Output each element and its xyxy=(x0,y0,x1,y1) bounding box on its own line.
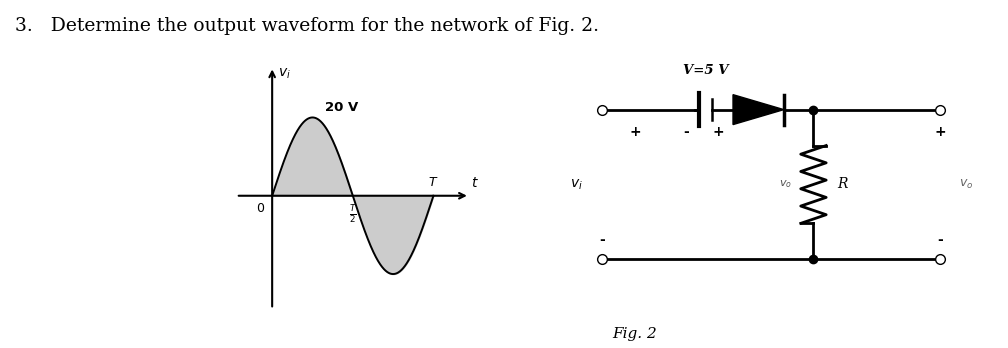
Text: $v_i$: $v_i$ xyxy=(278,66,290,81)
Text: -: - xyxy=(683,125,689,139)
Text: V=5 V: V=5 V xyxy=(682,64,728,77)
Text: Fig. 2: Fig. 2 xyxy=(613,327,657,341)
Polygon shape xyxy=(733,95,784,125)
Text: $v_o$: $v_o$ xyxy=(779,179,792,190)
Text: 0: 0 xyxy=(256,202,264,215)
Text: $T$: $T$ xyxy=(428,176,438,189)
Text: $t$: $t$ xyxy=(472,176,479,190)
Text: $\frac{T}{2}$: $\frac{T}{2}$ xyxy=(349,204,357,226)
Text: $v_i$: $v_i$ xyxy=(570,177,583,192)
Text: +: + xyxy=(630,125,641,139)
Text: 20 V: 20 V xyxy=(325,101,358,113)
Text: -: - xyxy=(599,233,605,247)
Text: +: + xyxy=(934,125,947,139)
Text: 3.   Determine the output waveform for the network of Fig. 2.: 3. Determine the output waveform for the… xyxy=(15,17,599,35)
Text: R: R xyxy=(837,177,848,191)
Text: -: - xyxy=(937,233,943,247)
Text: $v_o$: $v_o$ xyxy=(959,178,973,191)
Text: +: + xyxy=(713,125,724,139)
